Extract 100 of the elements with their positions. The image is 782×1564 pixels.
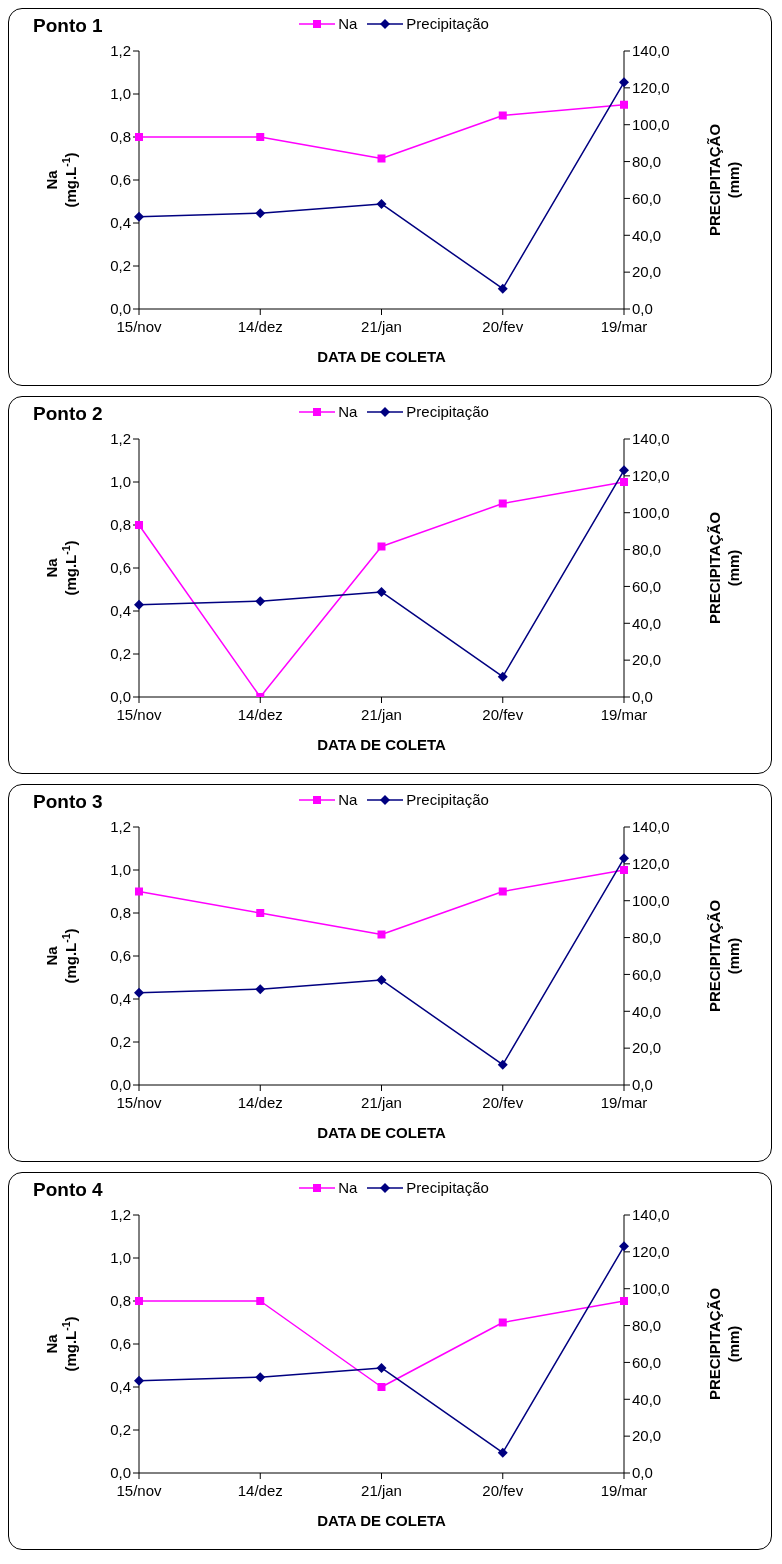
point xyxy=(497,1447,508,1458)
x-tick-label: 19/mar xyxy=(600,1481,648,1499)
y2-tick-label: 0,0 xyxy=(632,1464,653,1482)
y2-tick-label: 60,0 xyxy=(632,1353,662,1371)
point xyxy=(498,499,507,508)
y-tick-label: 0,2 xyxy=(110,1033,131,1051)
y-tick-label: 0,6 xyxy=(110,559,131,577)
y2-tick-label: 40,0 xyxy=(632,614,662,632)
y2-tick-label: 80,0 xyxy=(632,152,662,170)
y2-tick-label: 100,0 xyxy=(632,1280,670,1298)
x-axis-title: DATA DE COLETA xyxy=(317,348,446,366)
y-tick-label: 1,0 xyxy=(110,473,131,491)
y2-axis-title: PRECIPITAÇÃO (mm) xyxy=(705,511,742,625)
point xyxy=(255,208,266,219)
legend-label: Na xyxy=(337,403,358,420)
point xyxy=(377,930,386,939)
point xyxy=(498,111,507,120)
point xyxy=(255,596,266,607)
point xyxy=(134,211,144,222)
point xyxy=(376,974,387,985)
point xyxy=(619,853,629,864)
y-tick-label: 0,8 xyxy=(110,904,131,922)
y-tick-label: 0,6 xyxy=(110,1335,131,1353)
y-tick-label: 0,0 xyxy=(110,688,131,706)
point xyxy=(497,283,508,294)
y2-tick-label: 120,0 xyxy=(632,1243,670,1261)
y2-tick-label: 100,0 xyxy=(632,116,670,134)
y-tick-label: 0,4 xyxy=(110,990,131,1008)
legend-label: Na xyxy=(337,1179,358,1196)
y-tick-label: 0,4 xyxy=(110,214,131,232)
y-tick-label: 1,2 xyxy=(110,430,131,448)
y-tick-label: 0,0 xyxy=(110,1464,131,1482)
x-tick-label: 14/dez xyxy=(237,317,283,335)
x-tick-label: 19/mar xyxy=(600,317,648,335)
y2-tick-label: 140,0 xyxy=(632,818,670,836)
point xyxy=(619,1241,629,1252)
point xyxy=(619,465,629,476)
legend-label: Precipitação xyxy=(405,403,489,420)
y2-tick-label: 120,0 xyxy=(632,467,670,485)
point xyxy=(498,887,507,896)
point xyxy=(134,987,144,998)
y2-tick-label: 140,0 xyxy=(632,1206,670,1224)
y2-tick-label: 40,0 xyxy=(632,1002,662,1020)
y2-tick-label: 60,0 xyxy=(632,577,662,595)
x-tick-label: 20/fev xyxy=(482,705,524,723)
point xyxy=(135,887,143,896)
y2-axis-title: PRECIPITAÇÃO (mm) xyxy=(705,123,742,237)
y2-tick-label: 0,0 xyxy=(632,1076,653,1094)
y2-tick-label: 100,0 xyxy=(632,892,670,910)
y2-tick-label: 20,0 xyxy=(632,1427,662,1445)
point xyxy=(376,1362,387,1373)
x-tick-label: 19/mar xyxy=(600,1093,648,1111)
point xyxy=(376,198,387,209)
y-tick-label: 0,2 xyxy=(110,645,131,663)
x-tick-label: 15/nov xyxy=(116,1093,163,1111)
y2-tick-label: 60,0 xyxy=(632,965,662,983)
point xyxy=(255,984,266,995)
y-tick-label: 0,2 xyxy=(110,257,131,275)
y-tick-label: 0,4 xyxy=(110,1378,131,1396)
y2-tick-label: 60,0 xyxy=(632,189,662,207)
x-tick-label: 21/jan xyxy=(361,705,402,723)
point xyxy=(497,671,508,682)
x-tick-label: 20/fev xyxy=(482,317,524,335)
x-axis-title: DATA DE COLETA xyxy=(317,736,446,754)
x-tick-label: 21/jan xyxy=(361,317,402,335)
y-tick-label: 0,6 xyxy=(110,947,131,965)
y-tick-label: 1,2 xyxy=(110,818,131,836)
legend-label: Na xyxy=(337,791,358,808)
y-tick-label: 1,2 xyxy=(110,42,131,60)
chart-title: Ponto 2 xyxy=(33,403,103,425)
point xyxy=(134,599,144,610)
y2-tick-label: 20,0 xyxy=(632,1039,662,1057)
y-tick-label: 0,8 xyxy=(110,1292,131,1310)
y2-tick-label: 0,0 xyxy=(632,300,653,318)
y-tick-label: 0,6 xyxy=(110,171,131,189)
y-tick-label: 0,2 xyxy=(110,1421,131,1439)
point xyxy=(255,1372,266,1383)
x-tick-label: 20/fev xyxy=(482,1093,524,1111)
x-tick-label: 20/fev xyxy=(482,1481,524,1499)
x-axis-title: DATA DE COLETA xyxy=(317,1512,446,1530)
x-tick-label: 15/nov xyxy=(116,705,163,723)
y2-tick-label: 20,0 xyxy=(632,263,662,281)
point xyxy=(498,1318,507,1327)
y2-tick-label: 80,0 xyxy=(632,1316,662,1334)
y-tick-label: 1,0 xyxy=(110,1249,131,1267)
y2-tick-label: 100,0 xyxy=(632,504,670,522)
y2-tick-label: 140,0 xyxy=(632,42,670,60)
y-tick-label: 0,0 xyxy=(110,1076,131,1094)
x-tick-label: 15/nov xyxy=(116,317,163,335)
y-tick-label: 0,0 xyxy=(110,300,131,318)
chart-title: Ponto 4 xyxy=(33,1179,103,1201)
y-tick-label: 0,8 xyxy=(110,128,131,146)
legend-label: Precipitação xyxy=(405,15,489,32)
y2-tick-label: 40,0 xyxy=(632,226,662,244)
point xyxy=(376,586,387,597)
y2-axis-title: PRECIPITAÇÃO (mm) xyxy=(705,899,742,1013)
point xyxy=(620,100,628,109)
y-tick-label: 1,2 xyxy=(110,1206,131,1224)
x-tick-label: 14/dez xyxy=(237,705,283,723)
y2-tick-label: 80,0 xyxy=(632,928,662,946)
